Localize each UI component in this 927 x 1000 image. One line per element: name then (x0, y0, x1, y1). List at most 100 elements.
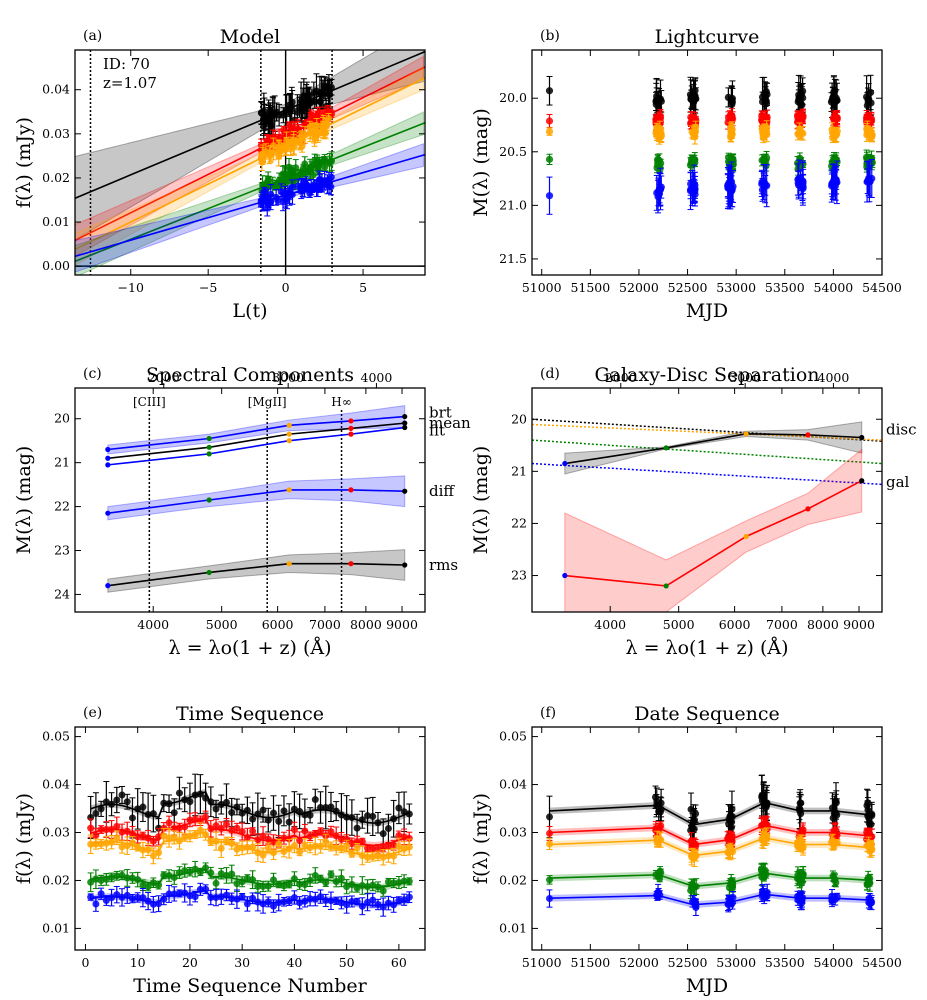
x-tick-label: 6000 (262, 617, 294, 632)
data-point (343, 901, 351, 909)
y-tick-label: 0.04 (42, 777, 70, 792)
emission-line-label: H∞ (331, 395, 351, 409)
data-point (144, 883, 152, 891)
data-point (322, 879, 330, 887)
data-point (165, 834, 173, 842)
data-point (290, 842, 298, 850)
panel-title: Model (220, 26, 280, 48)
data-point (118, 871, 126, 879)
data-point (296, 880, 304, 888)
data-point (546, 829, 553, 837)
series-label-flt: flt (429, 422, 445, 440)
panel-e: 0 10 20 30 40 50 60 0.01 0.02 0.03 0.04 0.05 (e) Time… (13, 703, 426, 997)
data-point (831, 826, 839, 834)
data-point (384, 842, 392, 850)
data-point (829, 129, 837, 137)
panel-letter: (b) (540, 28, 560, 44)
data-point (222, 820, 230, 828)
data-point (228, 895, 236, 903)
series-point (859, 434, 865, 441)
data-point (212, 805, 220, 813)
data-point (254, 882, 262, 890)
data-point (364, 853, 372, 861)
model-line (549, 872, 870, 888)
data-point (348, 897, 356, 905)
y-tick-label: 0.02 (42, 872, 70, 887)
data-point (327, 828, 335, 836)
data-point (108, 800, 116, 808)
data-point (212, 879, 220, 887)
data-point (311, 160, 319, 168)
data-point (264, 816, 272, 824)
x-tick-label: 51000 (522, 280, 562, 295)
data-point (264, 898, 272, 906)
data-point (653, 838, 661, 846)
data-point (358, 816, 366, 824)
data-point (353, 824, 361, 832)
x-tick-label: 30 (234, 955, 250, 970)
data-point (243, 874, 251, 882)
panel-title: Galaxy-Disc Separation (594, 364, 819, 386)
data-point (353, 898, 361, 906)
series-label-disc: disc (886, 421, 917, 439)
plot-frame (74, 49, 426, 276)
data-point (326, 158, 334, 165)
data-point (287, 138, 295, 146)
data-point (243, 834, 251, 842)
data-point (288, 102, 296, 110)
x-tick-label: 4000 (137, 617, 169, 632)
data-point (238, 878, 246, 886)
data-point (322, 838, 330, 846)
data-point (144, 897, 152, 905)
plot-frame (74, 726, 426, 951)
x-tick-label: 54000 (814, 280, 854, 295)
data-point (222, 891, 230, 899)
data-point (306, 876, 314, 884)
series-label-brt: brt (429, 404, 452, 422)
x-tick-label: 5000 (663, 617, 695, 632)
data-point (155, 833, 163, 841)
data-point (343, 883, 351, 891)
data-point (278, 144, 286, 151)
data-point (272, 193, 280, 201)
data-point (260, 113, 268, 121)
data-point (285, 880, 293, 888)
data-point (87, 878, 95, 886)
data-point (228, 839, 236, 847)
data-point (374, 819, 382, 827)
data-point (249, 876, 257, 884)
data-point (266, 117, 274, 125)
x-axis-label: L(t) (232, 300, 267, 322)
panel-letter: (c) (83, 366, 102, 382)
data-point (264, 882, 272, 890)
data-point (202, 885, 210, 893)
data-point (348, 850, 356, 858)
data-point (118, 828, 126, 836)
annotation-redshift: z=1.07 (103, 74, 157, 92)
data-point (207, 798, 215, 806)
data-point (97, 877, 105, 885)
plot-frame (531, 387, 883, 613)
data-point (128, 895, 136, 903)
data-point (175, 789, 183, 797)
data-point (149, 837, 157, 845)
data-point (332, 877, 340, 885)
data-point (275, 840, 283, 848)
data-point (374, 883, 382, 891)
data-point (97, 826, 105, 834)
data-point (134, 876, 142, 884)
data-point (296, 848, 304, 856)
series-point (105, 583, 111, 589)
data-point (405, 877, 413, 885)
data-point (113, 891, 121, 899)
plot-area (532, 418, 882, 612)
model-band (549, 834, 870, 859)
data-point (160, 895, 168, 903)
data-point (322, 804, 330, 812)
data-point (405, 843, 413, 851)
data-point (289, 191, 296, 198)
data-point (102, 839, 110, 847)
data-point (160, 871, 168, 879)
plot-frame (531, 49, 883, 276)
model-line (549, 824, 870, 846)
